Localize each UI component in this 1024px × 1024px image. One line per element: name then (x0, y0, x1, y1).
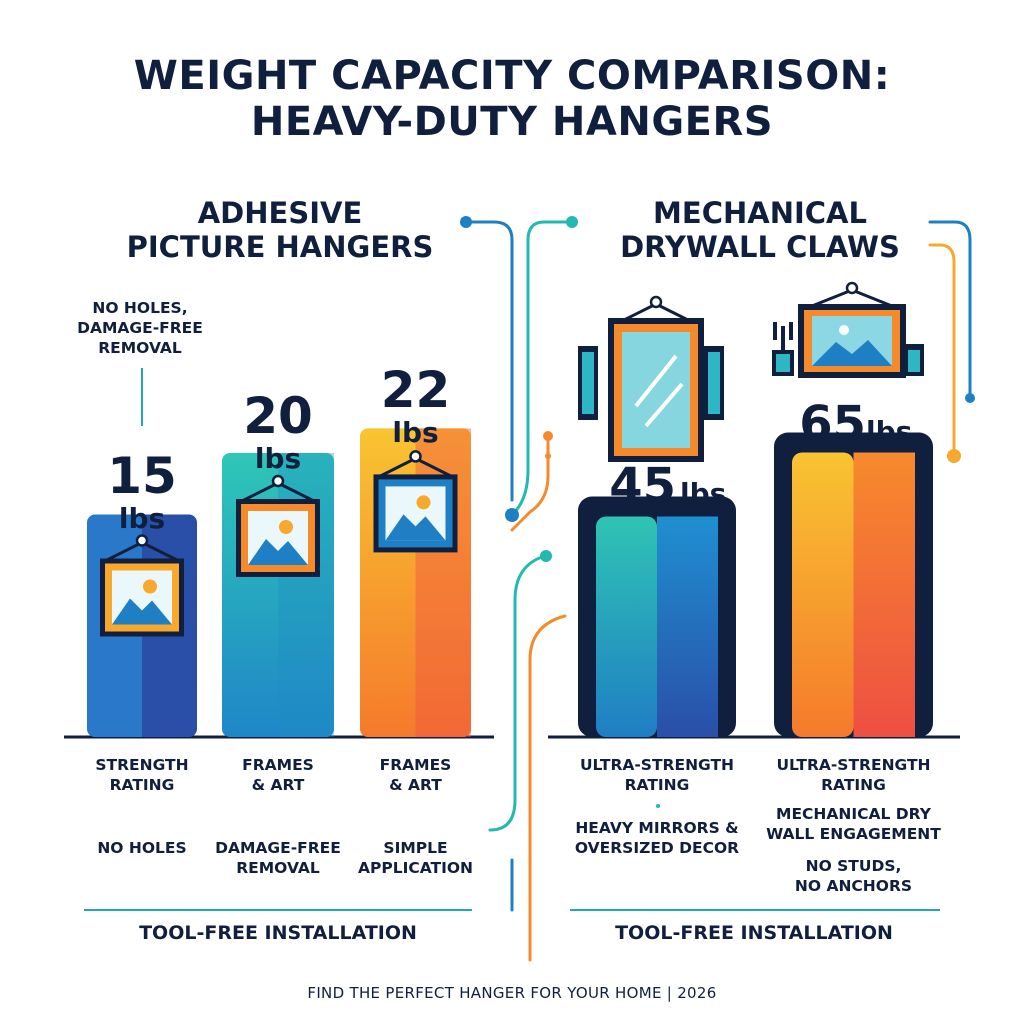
bar-secondary-description: MECHANICAL DRY WALL ENGAGEMENT (766, 805, 941, 843)
bar-45-lbs (578, 496, 736, 737)
mirror-icon (578, 295, 724, 462)
bar-description: ULTRA-STRENGTH RATING (776, 756, 931, 794)
right-section-title-line-2: DRYWALL CLAWS (620, 230, 900, 264)
left-note-line-3: REMOVAL (98, 339, 182, 357)
bar-description: STRENGTH RATING (95, 756, 189, 794)
bar-value-label: 65 (799, 396, 866, 452)
bar-secondary-description: HEAVY MIRRORS & OVERSIZED DECOR (574, 819, 740, 857)
chart-title-line-2: HEAVY-DUTY HANGERS (250, 99, 774, 145)
left-section-title-line-2: PICTURE HANGERS (126, 230, 434, 264)
footer-credit: FIND THE PERFECT HANGER FOR YOUR HOME | … (307, 984, 717, 1002)
bar-description: ULTRA-STRENGTH RATING (579, 756, 735, 794)
bar-tertiary-description: NO STUDS, NO ANCHORS (794, 857, 913, 895)
bar-secondary-description: SIMPLE APPLICATION (357, 839, 474, 877)
picture-frame-icon (236, 474, 320, 577)
bar-description: FRAMES & ART (242, 756, 314, 794)
bar-value-label: 45 (609, 458, 676, 514)
bar-65-lbs (774, 432, 933, 737)
bar-unit-label: lbs (680, 477, 727, 510)
picture-frame-icon (100, 534, 184, 637)
bar-secondary-description: DAMAGE-FREE REMOVAL (215, 839, 341, 877)
left-note-line-2: DAMAGE-FREE (77, 319, 203, 337)
bar-unit-label: lbs (866, 415, 913, 448)
left-footer-label: TOOL-FREE INSTALLATION (139, 922, 417, 944)
connector-dots (460, 216, 975, 808)
left-section-title-line-1: ADHESIVE (197, 196, 363, 230)
bar-value-label: 20 (243, 387, 313, 445)
bar-unit-label: lbs (392, 416, 439, 449)
decorative-connectors (464, 220, 972, 962)
right-section-title-line-1: MECHANICAL (653, 196, 867, 230)
chart-title-line-1: WEIGHT CAPACITY COMPARISON: (133, 53, 891, 99)
bar-value-label: 15 (107, 447, 177, 505)
bar-unit-label: lbs (118, 502, 166, 535)
bar-value-label: 22 (380, 361, 451, 419)
bar-secondary-description: NO HOLES (97, 839, 187, 857)
landscape-frame-icon (772, 281, 924, 378)
bar-unit-label: lbs (254, 442, 302, 475)
left-note-line-1: NO HOLES, (92, 299, 188, 317)
bar-description: FRAMES & ART (379, 756, 452, 794)
picture-frame-icon (373, 450, 458, 553)
right-footer-label: TOOL-FREE INSTALLATION (615, 922, 893, 944)
bar-20-lbs (222, 453, 334, 737)
